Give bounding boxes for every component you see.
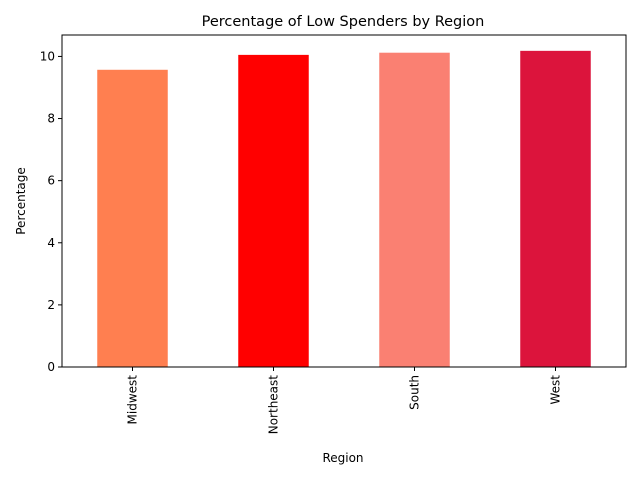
- y-tick-label: 6: [47, 174, 55, 188]
- bar-northeast: [238, 54, 309, 367]
- x-tick-label: Northeast: [267, 375, 281, 435]
- y-tick-label: 8: [47, 112, 55, 126]
- bar-midwest: [97, 69, 168, 368]
- y-tick-label: 4: [47, 236, 55, 250]
- y-ticks-group: 0 2 4 6 8 10: [40, 49, 62, 374]
- y-tick-label: 0: [47, 360, 55, 374]
- y-tick-label: 10: [40, 49, 55, 63]
- bar-south: [379, 52, 450, 368]
- x-tick-label: Midwest: [126, 375, 140, 425]
- bar-west: [520, 50, 591, 367]
- y-axis-label: Percentage: [14, 167, 28, 235]
- axes-frame: [61, 34, 627, 368]
- chart-title: Percentage of Low Spenders by Region: [202, 14, 485, 30]
- bars-group: [97, 50, 591, 368]
- x-ticks-group: Midwest Northeast South West: [126, 367, 563, 434]
- x-tick-label: West: [549, 375, 563, 405]
- y-tick-label: 2: [47, 298, 55, 312]
- x-axis-label: Region: [322, 451, 363, 465]
- x-tick-label: South: [408, 375, 422, 410]
